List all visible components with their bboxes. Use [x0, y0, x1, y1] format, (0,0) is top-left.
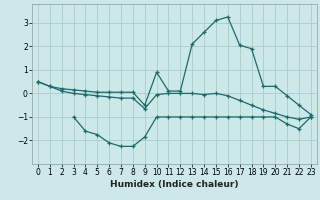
X-axis label: Humidex (Indice chaleur): Humidex (Indice chaleur)	[110, 180, 239, 189]
